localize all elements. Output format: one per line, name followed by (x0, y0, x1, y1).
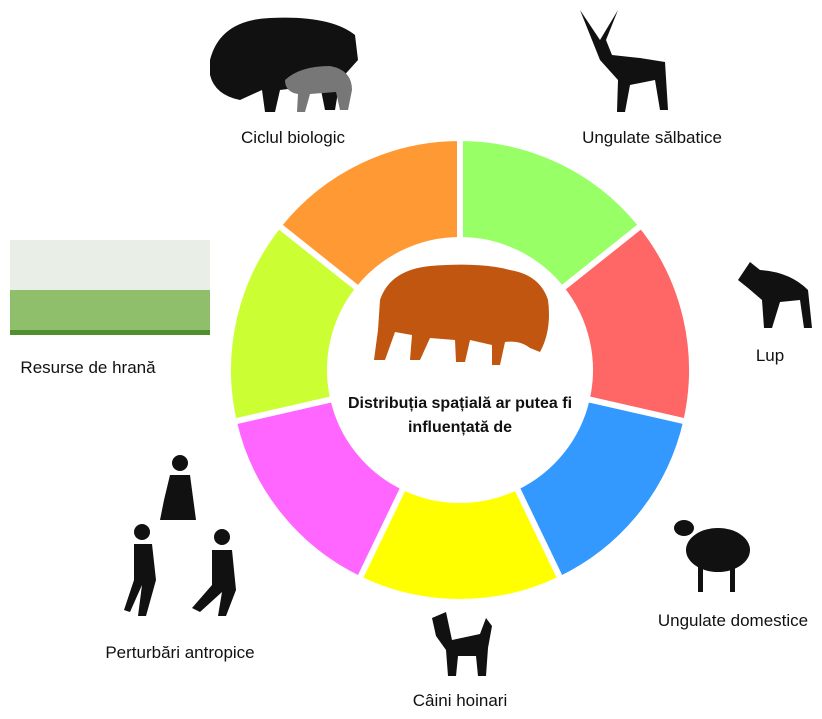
factor-label: Ciclul biologic (241, 128, 345, 147)
dog-icon (432, 612, 492, 676)
wolf-icon (738, 262, 812, 328)
factor-label: Resurse de hrană (20, 358, 156, 377)
deer-icon (580, 10, 668, 112)
grass-icon (10, 240, 210, 335)
sheep-icon (674, 520, 750, 592)
center-text: influențată de (408, 419, 512, 436)
factor-label: Perturbări antropice (105, 643, 254, 662)
bison-family-icon (210, 18, 358, 112)
people-icon (124, 455, 236, 616)
diagram: Distribuția spațială ar putea fi influen… (0, 0, 822, 719)
factor-label: Câini hoinari (413, 691, 508, 710)
factor-label: Ungulate domestice (658, 611, 808, 630)
factor-label: Lup (756, 346, 784, 365)
center-text: Distribuția spațială ar putea fi (348, 395, 572, 412)
factor-label: Ungulate sălbatice (582, 128, 722, 147)
